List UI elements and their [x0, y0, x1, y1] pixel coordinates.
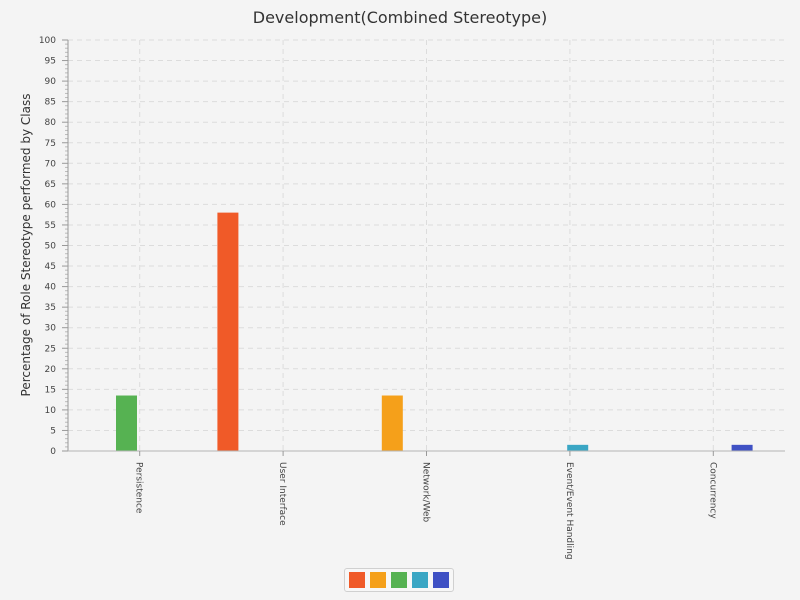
y-tick-label: 25	[45, 344, 56, 354]
y-tick-label: 30	[45, 324, 57, 334]
x-tick-label: Concurrency	[707, 462, 717, 519]
y-tick-label: 65	[45, 180, 56, 190]
x-tick-label: Persistence	[134, 462, 144, 514]
x-tick-label: Network/Web	[421, 462, 431, 523]
bar-concurrency-series-5	[731, 444, 753, 451]
y-tick-label: 15	[45, 385, 56, 395]
y-tick-label: 0	[50, 447, 56, 457]
legend	[344, 568, 454, 592]
legend-swatch-5	[433, 572, 449, 588]
y-tick-label: 95	[45, 57, 56, 67]
y-tick-label: 40	[45, 283, 57, 293]
y-tick-label: 100	[39, 36, 56, 46]
y-tick-label: 50	[45, 242, 57, 252]
grid	[68, 39, 785, 451]
y-tick-label: 10	[45, 406, 57, 416]
y-tick-label: 85	[45, 98, 56, 108]
legend-swatch-3	[391, 572, 407, 588]
x-tick-label: User Interface	[277, 462, 287, 526]
y-tick-label: 90	[45, 77, 57, 87]
bar-user-interface-series-1	[217, 212, 239, 451]
legend-swatch-4	[412, 572, 428, 588]
bar-event-event-handling-series-4	[567, 444, 589, 451]
bar-persistence-series-3	[116, 395, 137, 451]
axes: 0 5 10 15 20 25 30 35 40 45 50 55 60 65 70 75 80 85 90 95 10…	[39, 36, 785, 560]
bar-network-web-series-2	[381, 395, 403, 451]
chart-title: Development(Combined Stereotype)	[253, 8, 547, 27]
legend-swatch-2	[370, 572, 386, 588]
y-tick-label: 60	[45, 200, 57, 210]
bars	[116, 212, 753, 451]
y-tick-label: 20	[45, 365, 57, 375]
y-axis-label: Percentage of Role Stereotype performed …	[19, 94, 33, 397]
y-tick-label: 75	[45, 139, 56, 149]
y-tick-label: 45	[45, 262, 56, 272]
y-tick-label: 70	[45, 159, 57, 169]
y-tick-label: 35	[45, 303, 56, 313]
y-tick-label: 5	[50, 426, 56, 436]
x-tick-label: Event/Event Handling	[564, 462, 574, 560]
y-tick-label: 80	[45, 118, 57, 128]
y-tick-label: 55	[45, 221, 56, 231]
legend-swatch-1	[349, 572, 365, 588]
